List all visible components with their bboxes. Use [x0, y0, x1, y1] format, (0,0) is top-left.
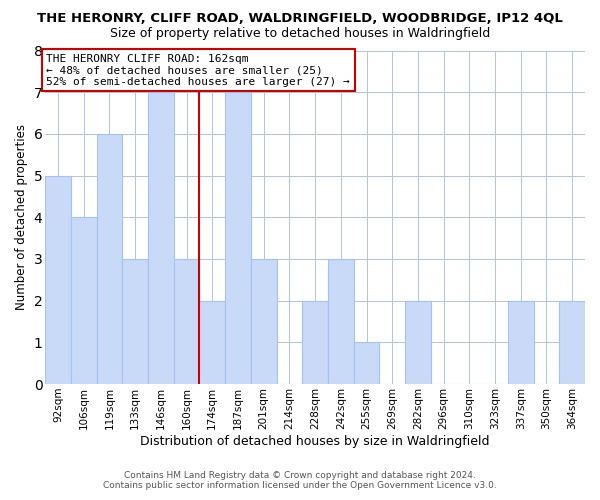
Bar — [302, 300, 328, 384]
Bar — [71, 218, 97, 384]
X-axis label: Distribution of detached houses by size in Waldringfield: Distribution of detached houses by size … — [140, 434, 490, 448]
Bar — [225, 92, 251, 384]
Bar — [251, 259, 277, 384]
Bar — [353, 342, 379, 384]
Bar — [122, 259, 148, 384]
Y-axis label: Number of detached properties: Number of detached properties — [15, 124, 28, 310]
Bar — [199, 300, 225, 384]
Text: Contains HM Land Registry data © Crown copyright and database right 2024.
Contai: Contains HM Land Registry data © Crown c… — [103, 470, 497, 490]
Bar — [405, 300, 431, 384]
Text: THE HERONRY CLIFF ROAD: 162sqm
← 48% of detached houses are smaller (25)
52% of : THE HERONRY CLIFF ROAD: 162sqm ← 48% of … — [46, 54, 350, 87]
Bar — [508, 300, 533, 384]
Bar — [45, 176, 71, 384]
Bar — [174, 259, 199, 384]
Bar — [97, 134, 122, 384]
Bar — [559, 300, 585, 384]
Text: THE HERONRY, CLIFF ROAD, WALDRINGFIELD, WOODBRIDGE, IP12 4QL: THE HERONRY, CLIFF ROAD, WALDRINGFIELD, … — [37, 12, 563, 26]
Text: Size of property relative to detached houses in Waldringfield: Size of property relative to detached ho… — [110, 28, 490, 40]
Bar — [148, 92, 174, 384]
Bar — [328, 259, 353, 384]
